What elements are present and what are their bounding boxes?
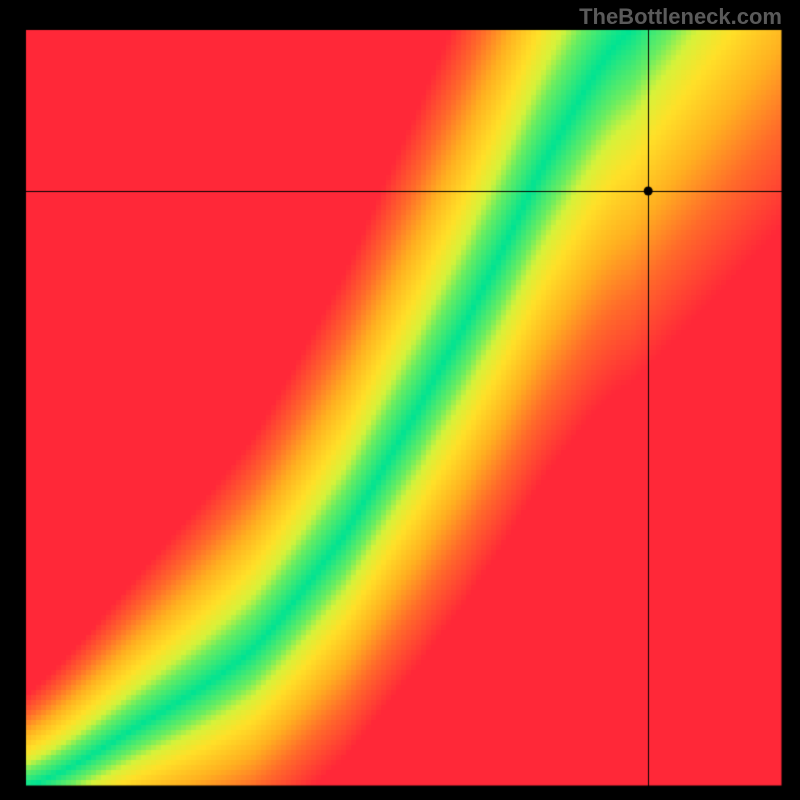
watermark-text: TheBottleneck.com <box>579 4 782 30</box>
bottleneck-heatmap <box>0 0 800 800</box>
chart-container: TheBottleneck.com <box>0 0 800 800</box>
